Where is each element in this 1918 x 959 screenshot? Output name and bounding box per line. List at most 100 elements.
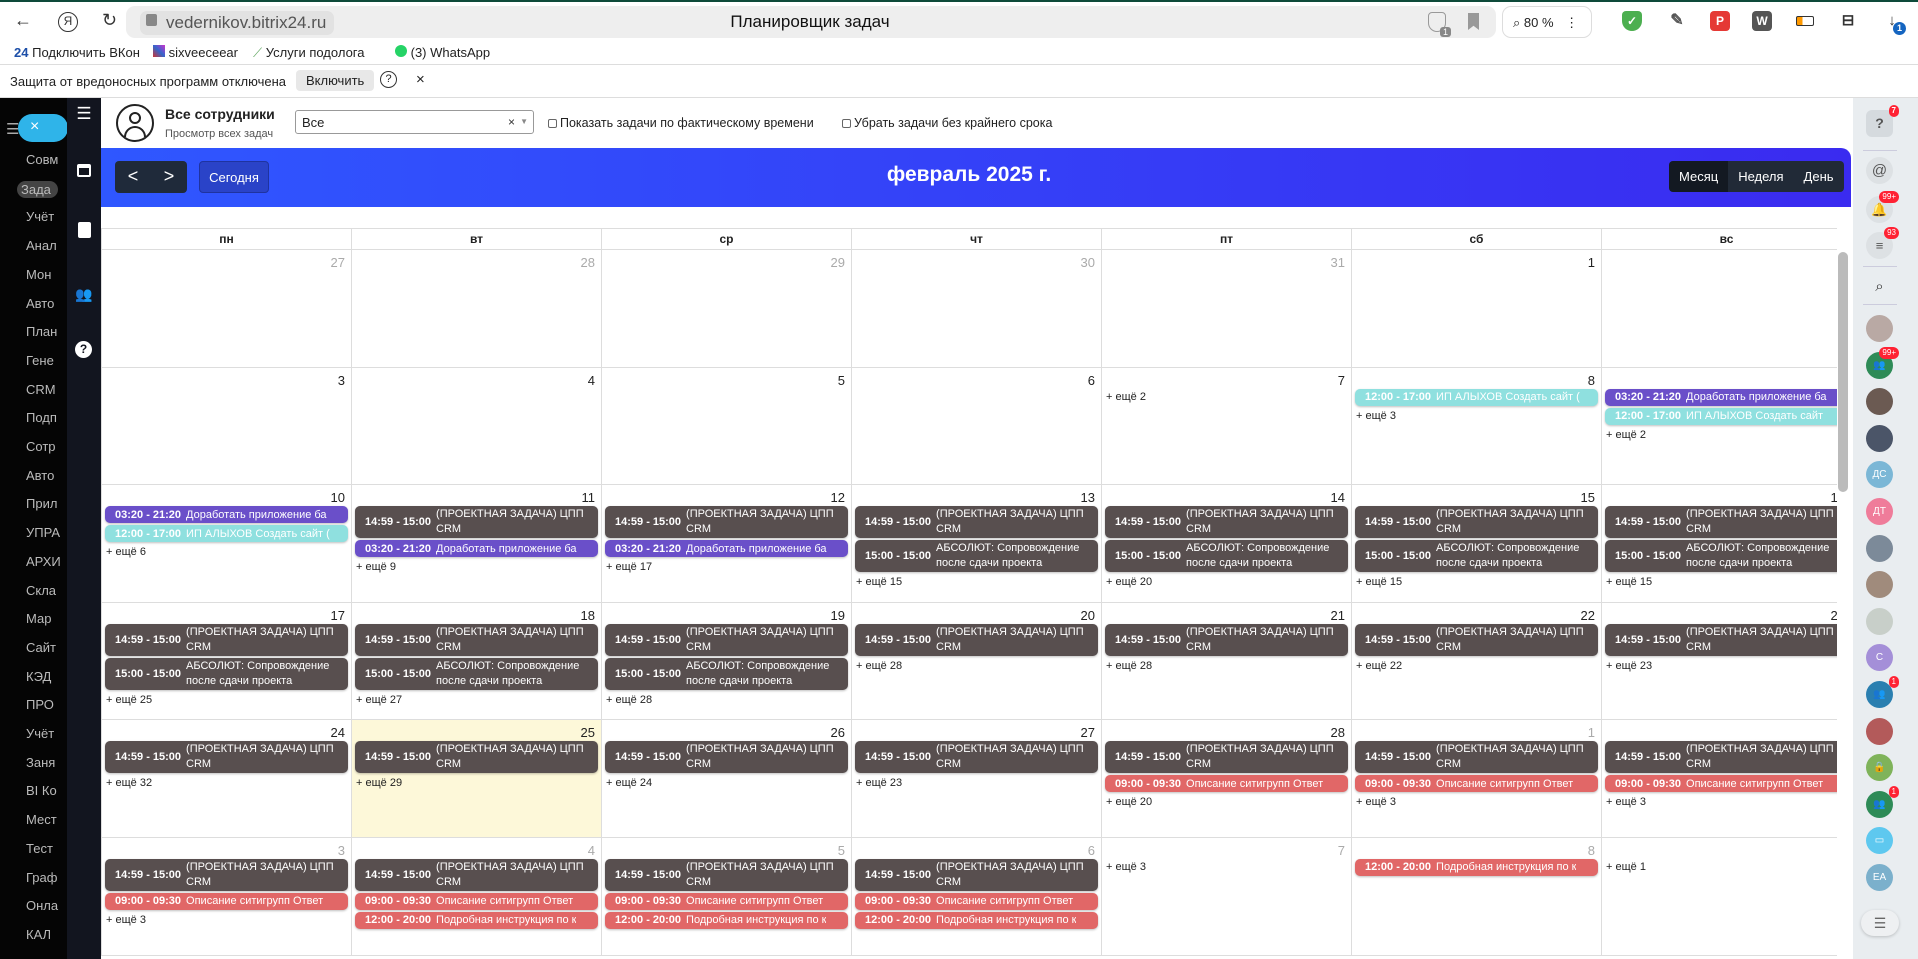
day-number[interactable]: 5	[837, 842, 845, 858]
day-number[interactable]: 7	[1337, 372, 1345, 388]
more-events-link[interactable]: + ещё 27	[356, 693, 403, 706]
more-events-link[interactable]: + ещё 3	[106, 913, 146, 926]
contact-avatar[interactable]	[1866, 717, 1893, 745]
day-cell[interactable]: 1	[1351, 250, 1601, 367]
day-cell[interactable]: 18 14:59 - 15:00 (ПРОЕКТНАЯ ЗАДАЧА) ЦПП CR…	[351, 602, 601, 720]
day-cell[interactable]: 24 14:59 - 15:00 (ПРОЕКТНАЯ ЗАДАЧА) ЦПП CR…	[101, 720, 351, 837]
calendar-event[interactable]: 14:59 - 15:00 (ПРОЕКТНАЯ ЗАДАЧА) ЦПП CRM	[605, 741, 848, 774]
calendar-event[interactable]: 03:20 - 21:20 Доработать приложение ба	[605, 540, 848, 558]
day-number[interactable]: 19	[830, 607, 845, 623]
calendar-event[interactable]: 09:00 - 09:30 Описание ситигрупп Ответ	[105, 892, 348, 910]
day-number[interactable]: 28	[1330, 725, 1345, 741]
calendar-event[interactable]: 14:59 - 15:00 (ПРОЕКТНАЯ ЗАДАЧА) ЦПП CRM	[1355, 741, 1598, 774]
day-number[interactable]: 3	[337, 842, 345, 858]
day-number[interactable]: 30	[1080, 255, 1095, 270]
day-number[interactable]: 22	[1580, 607, 1595, 623]
calendar-event[interactable]: 14:59 - 15:00 (ПРОЕКТНАЯ ЗАДАЧА) ЦПП CRM	[355, 858, 598, 891]
back-icon[interactable]: ←	[14, 10, 32, 30]
day-cell[interactable]: 3 14:59 - 15:00 (ПРОЕКТНАЯ ЗАДАЧА) ЦПП CRM…	[101, 837, 351, 955]
day-number[interactable]: 29	[830, 255, 845, 270]
day-cell[interactable]: 12 14:59 - 15:00 (ПРОЕКТНАЯ ЗАДАЧА) ЦПП CR…	[601, 485, 851, 602]
calendar-event[interactable]: 09:00 - 09:30 Описание ситигрупп Ответ	[1605, 775, 1837, 793]
day-number[interactable]: 15	[1580, 490, 1595, 506]
day-number[interactable]: 11	[581, 490, 596, 506]
left-menu-item[interactable]: Совм	[26, 152, 59, 167]
group-chat-icon[interactable]: 👥 99+	[1866, 346, 1899, 379]
user-avatar[interactable]	[116, 104, 154, 142]
contact-avatar[interactable]	[1866, 388, 1893, 416]
day-cell[interactable]: 6 14:59 - 15:00 (ПРОЕКТНАЯ ЗАДАЧА) ЦПП CRM…	[851, 837, 1101, 955]
more-events-link[interactable]: + ещё 1	[1606, 860, 1646, 873]
calendar-event[interactable]: 14:59 - 15:00 (ПРОЕКТНАЯ ЗАДАЧА) ЦПП CRM	[1605, 741, 1837, 774]
calendar-event[interactable]: 14:59 - 15:00 (ПРОЕКТНАЯ ЗАДАЧА) ЦПП CRM	[105, 623, 348, 656]
calendar-event[interactable]: 14:59 - 15:00 (ПРОЕКТНАЯ ЗАДАЧА) ЦПП CRM	[355, 623, 598, 656]
left-menu-item[interactable]: Анал	[26, 238, 57, 254]
zoom-control[interactable]: ⌕ 80 % ⋮	[1502, 6, 1592, 38]
adguard-icon[interactable]: ✓	[1622, 11, 1642, 31]
checkbox-icon[interactable]	[842, 118, 851, 128]
left-menu-item[interactable]: Зада	[17, 180, 58, 198]
extension-w-icon[interactable]: W	[1752, 11, 1772, 31]
calendar-event[interactable]: 14:59 - 15:00 (ПРОЕКТНАЯ ЗАДАЧА) ЦПП CRM	[855, 506, 1098, 539]
left-menu-item[interactable]: КЭД	[26, 668, 52, 684]
calendar-event[interactable]: 14:59 - 15:00 (ПРОЕКТНАЯ ЗАДАЧА) ЦПП CRM	[605, 858, 848, 891]
day-cell[interactable]: 19 14:59 - 15:00 (ПРОЕКТНАЯ ЗАДАЧА) ЦПП CR…	[601, 602, 851, 720]
day-number[interactable]: 28	[580, 255, 595, 270]
day-number[interactable]: 17	[330, 607, 345, 623]
day-cell[interactable]: 7 + ещё 3	[1101, 837, 1351, 955]
calendar-event[interactable]: 14:59 - 15:00 (ПРОЕКТНАЯ ЗАДАЧА) ЦПП CRM	[855, 623, 1098, 656]
contact-avatar[interactable]	[1866, 534, 1893, 562]
day-cell[interactable]: 6	[851, 367, 1101, 485]
day-number[interactable]: 18	[580, 607, 595, 623]
calendar-event[interactable]: 03:20 - 21:20 Доработать приложение ба	[105, 506, 348, 524]
more-events-link[interactable]: + ещё 2	[1106, 390, 1146, 403]
day-number[interactable]: 16	[1831, 490, 1837, 505]
prev-month-button[interactable]: <	[127, 166, 139, 186]
left-menu-item[interactable]: Сотр	[26, 439, 56, 454]
calendar-event[interactable]: 14:59 - 15:00 (ПРОЕКТНАЯ ЗАДАЧА) ЦПП CRM	[1355, 506, 1598, 539]
battery-icon[interactable]	[1796, 16, 1814, 26]
calendar-event[interactable]: 14:59 - 15:00 (ПРОЕКТНАЯ ЗАДАЧА) ЦПП CRM	[855, 858, 1098, 891]
download-icon[interactable]: ↓ 1	[1882, 11, 1906, 35]
clear-icon[interactable]: ×	[507, 115, 515, 129]
menu-icon[interactable]: ☰	[6, 121, 20, 138]
left-menu-item[interactable]: Учёт	[26, 726, 55, 741]
more-events-link[interactable]: + ещё 20	[1106, 576, 1153, 589]
more-events-link[interactable]: + ещё 15	[1356, 576, 1403, 589]
actual-time-checkbox[interactable]: Показать задачи по фактическому времени	[548, 116, 814, 130]
calendar-event[interactable]: 09:00 - 09:30 Описание ситигрупп Ответ	[605, 892, 848, 910]
day-cell[interactable]: 214:59 - 15:00(ПРОЕКТНАЯ ЗАДАЧА) ЦПП CRM…	[1601, 720, 1837, 837]
sidebar-toggle-icon[interactable]: ⊟	[1841, 12, 1855, 29]
contact-avatar[interactable]	[1866, 607, 1893, 635]
calendar-event[interactable]: 14:59 - 15:00 (ПРОЕКТНАЯ ЗАДАЧА) ЦПП CRM	[105, 741, 348, 774]
calendar-event[interactable]: 09:00 - 09:30 Описание ситигрупп Ответ	[355, 892, 598, 910]
lock-icon[interactable]: 🔒	[1866, 754, 1893, 782]
day-cell[interactable]: 5	[601, 367, 851, 485]
day-cell[interactable]: 17 14:59 - 15:00 (ПРОЕКТНАЯ ЗАДАЧА) ЦПП CR…	[101, 602, 351, 720]
day-cell[interactable]: 16 14:59 - 15:00 (ПРОЕКТНАЯ ЗАДАЧА) ЦПП CR…	[1601, 485, 1837, 602]
day-number[interactable]: 8	[1587, 842, 1595, 858]
menu-dots-icon[interactable]: ⋮	[1565, 15, 1579, 30]
day-number[interactable]: 1	[1587, 255, 1595, 270]
contact-avatar[interactable]: ЕА	[1866, 864, 1893, 891]
day-cell[interactable]: 26 14:59 - 15:00 (ПРОЕКТНАЯ ЗАДАЧА) ЦПП CR…	[601, 720, 851, 837]
more-events-link[interactable]: + ещё 25	[106, 693, 153, 706]
more-events-link[interactable]: + ещё 2	[1606, 428, 1646, 441]
more-events-link[interactable]: + ещё 20	[1106, 796, 1153, 809]
help-icon[interactable]: ?	[380, 71, 397, 88]
bell-icon[interactable]: 🔔 99+	[1866, 191, 1899, 223]
left-menu-item[interactable]: Граф	[26, 869, 58, 885]
day-number[interactable]: 24	[330, 725, 345, 741]
bookmark-icon[interactable]	[1468, 13, 1479, 30]
employee-select[interactable]: Все × ▼	[295, 110, 534, 134]
help-icon[interactable]: ? 7	[1866, 105, 1899, 137]
day-number[interactable]: 27	[330, 255, 345, 270]
more-events-link[interactable]: + ещё 3	[1356, 796, 1396, 809]
calendar-event[interactable]: 14:59 - 15:00 (ПРОЕКТНАЯ ЗАДАЧА) ЦПП CRM	[355, 741, 598, 774]
day-number[interactable]: 3	[337, 372, 345, 388]
more-events-link[interactable]: + ещё 32	[106, 777, 153, 790]
calendar-event[interactable]: 15:00 - 15:00 АБСОЛЮТ: Сопровождение посл…	[105, 657, 348, 690]
left-menu-item[interactable]: Подп	[26, 410, 57, 426]
next-month-button[interactable]: >	[163, 166, 175, 186]
day-number[interactable]: 4	[587, 842, 595, 858]
